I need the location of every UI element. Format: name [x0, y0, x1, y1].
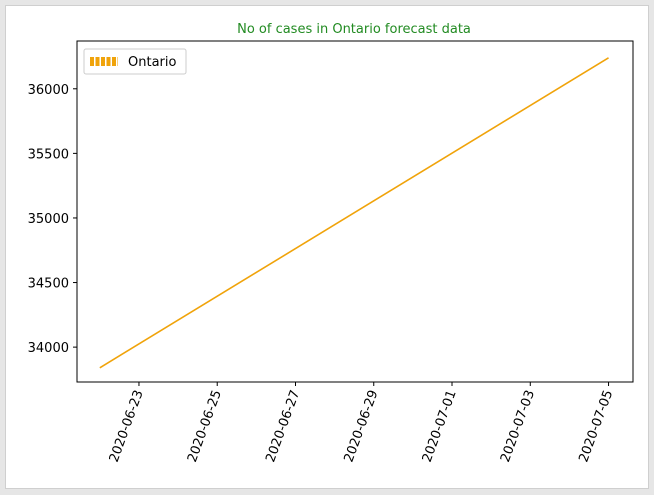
figure-frame: No of cases in Ontario forecast data 340… — [5, 5, 649, 489]
y-tick-label: 34500 — [28, 277, 69, 292]
legend-box — [83, 48, 187, 75]
y-tick-label: 34000 — [28, 341, 69, 356]
y-tick-label: 36000 — [28, 83, 69, 98]
x-tick-label: 2020-06-29 — [342, 388, 382, 464]
plot-area: 34000 34500 35000 35500 36000 2020-06-23 2020-… — [28, 40, 634, 464]
legend: Ontario — [83, 48, 187, 75]
x-tick-label: 2020-06-27 — [263, 388, 303, 464]
x-tick-label: 2020-06-23 — [107, 388, 147, 464]
line-chart: No of cases in Ontario forecast data 340… — [28, 22, 634, 464]
series-line-ontario — [99, 57, 609, 369]
y-tick-label: 35000 — [28, 212, 69, 227]
y-tick-label: 35500 — [28, 147, 69, 162]
chart-title: No of cases in Ontario forecast data — [237, 22, 471, 37]
x-tick-label: 2020-07-03 — [498, 388, 538, 464]
axes-frame — [76, 40, 634, 383]
x-tick-label: 2020-06-25 — [185, 388, 225, 464]
legend-label-ontario: Ontario — [128, 55, 176, 70]
x-tick-label: 2020-07-05 — [576, 388, 616, 464]
x-tick-label: 2020-07-01 — [420, 388, 460, 464]
